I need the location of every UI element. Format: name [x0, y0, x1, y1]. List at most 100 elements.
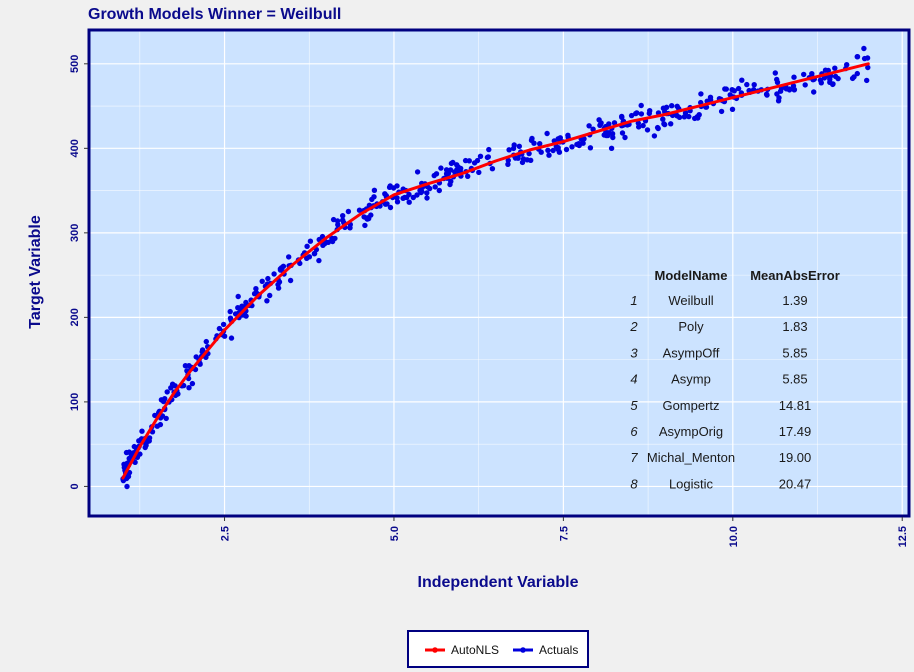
actual-point [356, 207, 363, 213]
actual-point [275, 281, 281, 288]
table-header-meanabserror: MeanAbsError [750, 268, 840, 283]
actual-point [505, 157, 511, 164]
actual-point [662, 121, 668, 128]
actual-point [243, 313, 249, 319]
actual-point [228, 335, 235, 341]
actual-point [286, 254, 292, 260]
table-row-mae: 5.85 [782, 345, 807, 360]
actual-point [660, 116, 666, 122]
actual-point [598, 120, 604, 126]
actual-point [454, 162, 460, 168]
chart-title: Growth Models Winner = Weilbull [88, 6, 341, 23]
actual-point [172, 383, 178, 389]
actual-point [622, 134, 628, 141]
actual-point [744, 81, 750, 88]
actual-point [505, 161, 511, 167]
actual-point [633, 110, 639, 117]
actual-point [556, 149, 563, 155]
y-tick-label: 400 [69, 139, 81, 157]
actual-point [654, 124, 661, 131]
autonls-fit-line [121, 62, 870, 480]
actual-point [220, 321, 227, 328]
actual-point [124, 483, 130, 490]
actual-point [774, 91, 780, 97]
table-row-mae: 14.81 [779, 398, 812, 413]
actual-point [145, 438, 151, 444]
actual-point [811, 89, 817, 95]
y-tick-label: 300 [69, 224, 81, 242]
actual-point [189, 380, 196, 387]
actual-point [608, 145, 615, 151]
y-tick-label: 100 [69, 393, 81, 411]
table-row-mae: 20.47 [779, 476, 812, 491]
actual-point [175, 391, 181, 397]
y-axis-title: Target Variable [27, 215, 44, 329]
actual-point [297, 260, 303, 267]
actual-point [809, 71, 815, 77]
actual-point [587, 145, 594, 151]
actual-point [477, 153, 484, 159]
actual-point [137, 451, 143, 457]
actual-point [164, 389, 170, 395]
actual-point [729, 106, 736, 113]
actual-point [674, 113, 680, 119]
table-row: 3 AsympOff 5.85 [630, 345, 807, 360]
actual-point [590, 126, 596, 132]
actual-point [546, 152, 552, 158]
table-row-mae: 17.49 [779, 424, 812, 439]
x-tick-label: 2.5 [220, 526, 232, 541]
actual-point [581, 136, 587, 142]
table-row-index: 6 [630, 424, 638, 439]
actual-point [537, 141, 543, 147]
actual-point [555, 145, 561, 151]
table-row-index: 1 [630, 293, 637, 308]
y-axis-ticks: 0 100 200 300 400 500 [69, 55, 88, 489]
actual-point [544, 130, 550, 137]
table-row-index: 3 [630, 345, 638, 360]
actual-point [307, 238, 314, 244]
actual-point [267, 292, 273, 299]
actual-point [306, 254, 313, 260]
actual-point [695, 115, 701, 121]
actual-point [791, 74, 797, 80]
table-row-mae: 1.83 [782, 319, 807, 334]
actual-point [563, 146, 570, 153]
actual-point [854, 54, 861, 60]
actual-point [516, 143, 522, 149]
actual-point [443, 167, 450, 173]
actual-point [329, 238, 335, 244]
actual-point [227, 308, 233, 315]
actual-point [265, 275, 271, 282]
actual-point [182, 363, 189, 369]
actual-point [506, 147, 512, 153]
actual-point [157, 421, 164, 428]
actual-point [646, 110, 652, 117]
x-tick-label: 12.5 [897, 526, 909, 547]
actual-point [864, 55, 871, 61]
actual-point [484, 154, 491, 161]
actual-point [259, 278, 265, 284]
actual-point [651, 133, 658, 139]
actual-point [849, 75, 856, 82]
plot-border [87, 28, 911, 518]
actual-point [432, 184, 438, 190]
x-tick-label: 5.0 [389, 526, 401, 541]
actual-point [854, 70, 860, 77]
actual-point [660, 105, 667, 111]
actual-point [569, 144, 575, 150]
y-tick-label: 200 [69, 308, 81, 326]
actual-point [271, 271, 277, 277]
actual-point [801, 71, 807, 78]
actual-point [390, 185, 397, 191]
actual-point [861, 45, 867, 52]
actual-point [436, 187, 442, 194]
actual-point [216, 325, 223, 332]
table-row-mae: 19.00 [779, 450, 812, 465]
actual-point [371, 194, 377, 200]
actual-point [609, 131, 616, 137]
actual-point [316, 257, 322, 264]
actual-point [394, 199, 401, 205]
model-error-table: ModelName MeanAbsError 1 Weilbull 1.39 2 Pol… [629, 268, 839, 491]
actual-point [864, 77, 870, 84]
table-row: 6 AsympOrig 17.49 [630, 424, 811, 439]
